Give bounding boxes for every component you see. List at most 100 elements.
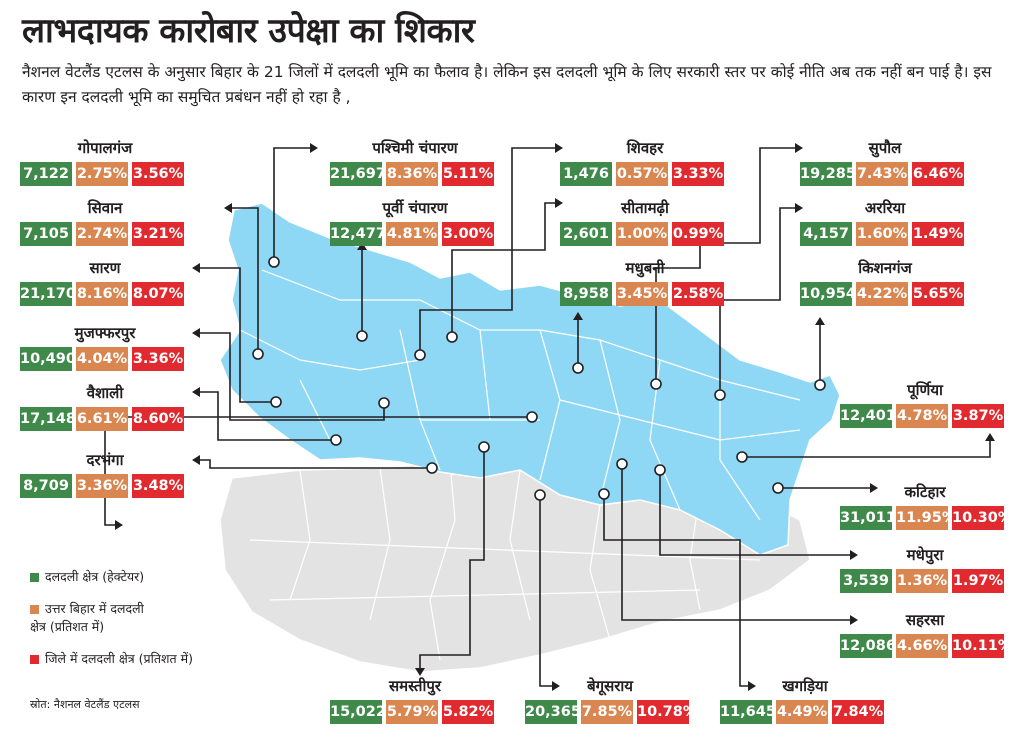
- arrow-head: [850, 615, 858, 625]
- wetland-area-hectare: 21,170: [20, 282, 76, 306]
- wetland-area-hectare: 15,022: [330, 700, 386, 724]
- north-bihar-share: 7.85%: [581, 700, 633, 724]
- green-swatch: [30, 573, 39, 582]
- district-label: गोपालगंज 7,122 2.75% 3.56%: [20, 138, 190, 186]
- arrow-head: [310, 143, 318, 153]
- district-share: 5.11%: [442, 162, 494, 186]
- district-name: किशनगंज: [858, 259, 912, 277]
- district-label: पूर्वी चंपारण 12,477 4.81% 3.00%: [330, 198, 500, 246]
- district-name: दरभंगा: [86, 451, 124, 469]
- north-bihar-share: 4.78%: [896, 404, 948, 428]
- north-bihar-region: [219, 202, 841, 556]
- north-bihar-share: 3.36%: [76, 474, 128, 498]
- arrow-head: [555, 143, 563, 153]
- leader-line: [742, 441, 991, 458]
- district-share: 1.49%: [912, 222, 964, 246]
- leader-line: [200, 332, 385, 421]
- wetland-area-hectare: 21,697: [330, 162, 386, 186]
- district-name: पश्चिमी चंपारण: [372, 139, 458, 157]
- north-bihar-share: 8.16%: [76, 282, 128, 306]
- arrow-head: [192, 455, 200, 465]
- leader-lines: [104, 143, 995, 691]
- district-marker: [654, 464, 666, 476]
- district-label: बेगूसराय 20,365 7.85% 10.78%: [525, 676, 697, 724]
- district-share: 3.48%: [132, 474, 184, 498]
- arrow-head: [192, 263, 200, 273]
- north-bihar-share: 4.22%: [856, 282, 908, 306]
- district-share: 2.58%: [672, 282, 724, 306]
- leader-line: [603, 494, 748, 687]
- wetland-area-hectare: 8,958: [560, 282, 612, 306]
- district-name: सीतामढ़ी: [621, 199, 669, 217]
- district-marker: [356, 330, 368, 342]
- wetland-area-hectare: 31,011: [840, 506, 896, 530]
- district-label: शिवहर 1,476 0.57% 3.33%: [560, 138, 730, 186]
- district-marker: [268, 256, 280, 268]
- district-share: 8.60%: [132, 407, 184, 431]
- district-marker: [478, 441, 490, 453]
- north-bihar-share: 1.36%: [896, 569, 948, 593]
- arrow-head: [192, 387, 200, 397]
- legend-label: उत्तर बिहार में दलदली क्षेत्र (प्रतिशत म…: [30, 601, 144, 634]
- page-title: लाभदायक कारोबार उपेक्षा का शिकार: [22, 11, 475, 51]
- north-bihar-share: 11.95%: [896, 506, 956, 530]
- district-label: पश्चिमी चंपारण 21,697 8.36% 5.11%: [330, 138, 500, 186]
- north-bihar-share: 8.36%: [386, 162, 438, 186]
- district-marker: [378, 397, 390, 409]
- district-name: पूर्णिया: [907, 381, 943, 399]
- district-marker: [736, 451, 748, 463]
- leader-line: [419, 147, 555, 355]
- district-label: पूर्णिया 12,401 4.78% 3.87%: [840, 380, 1010, 428]
- wetland-area-hectare: 12,477: [330, 222, 386, 246]
- north-bihar-share: 4.49%: [776, 700, 828, 724]
- district-share: 10.30%: [952, 506, 1012, 530]
- wetland-area-hectare: 1,476: [560, 162, 612, 186]
- leader-line: [232, 207, 259, 354]
- district-marker: [446, 331, 458, 343]
- north-bihar-share: 3.45%: [616, 282, 668, 306]
- wetland-area-hectare: 7,105: [20, 222, 72, 246]
- wetland-area-hectare: 12,086: [840, 634, 896, 658]
- red-swatch: [30, 655, 39, 664]
- district-share: 3.00%: [442, 222, 494, 246]
- district-share: 7.84%: [832, 700, 884, 724]
- district-share: 8.07%: [132, 282, 184, 306]
- leader-line: [451, 202, 555, 337]
- district-name: बेगूसराय: [587, 677, 633, 695]
- arrow-head: [870, 483, 878, 493]
- district-label: मधुबनी 8,958 3.45% 2.58%: [560, 258, 730, 306]
- district-share: 3.87%: [952, 404, 1004, 428]
- district-label: समस्तीपुर 15,022 5.79% 5.82%: [330, 676, 500, 724]
- district-share: 3.36%: [132, 347, 184, 371]
- leader-line: [659, 470, 850, 556]
- district-name: सिवान: [87, 199, 123, 217]
- north-bihar-share: 5.79%: [386, 700, 438, 724]
- wetland-area-hectare: 2,601: [560, 222, 612, 246]
- north-bihar-share: 0.57%: [616, 162, 668, 186]
- district-marker: [414, 349, 426, 361]
- district-name: मुजफ्फरपुर: [74, 324, 136, 342]
- district-name: मधेपुरा: [906, 546, 944, 564]
- legend-label: जिले में दलदली क्षेत्र (प्रतिशत में): [45, 651, 193, 666]
- district-share: 0.99%: [672, 222, 724, 246]
- leader-line: [419, 447, 485, 668]
- legend-item-north-pct: उत्तर बिहार में दलदली क्षेत्र (प्रतिशत म…: [30, 600, 160, 636]
- district-label: सुपौल 19,285 7.43% 6.46%: [800, 138, 970, 186]
- arrow-head: [357, 242, 367, 250]
- district-name: कटिहार: [904, 483, 946, 501]
- arrow-head: [192, 328, 200, 338]
- district-share: 3.33%: [672, 162, 724, 186]
- source-note: स्रोत: नैशनल वेटलैंड एटलस: [30, 698, 140, 711]
- north-bihar-share: 4.81%: [386, 222, 438, 246]
- wetland-area-hectare: 11,645: [720, 700, 776, 724]
- district-name: शिवहर: [626, 139, 664, 157]
- district-marker: [526, 411, 538, 423]
- district-marker: [270, 396, 282, 408]
- district-name: अररिया: [864, 199, 906, 217]
- district-marker: [714, 389, 726, 401]
- leader-line: [273, 147, 310, 262]
- district-marker: [572, 362, 584, 374]
- leader-line: [104, 416, 532, 526]
- arrow-head: [555, 198, 563, 208]
